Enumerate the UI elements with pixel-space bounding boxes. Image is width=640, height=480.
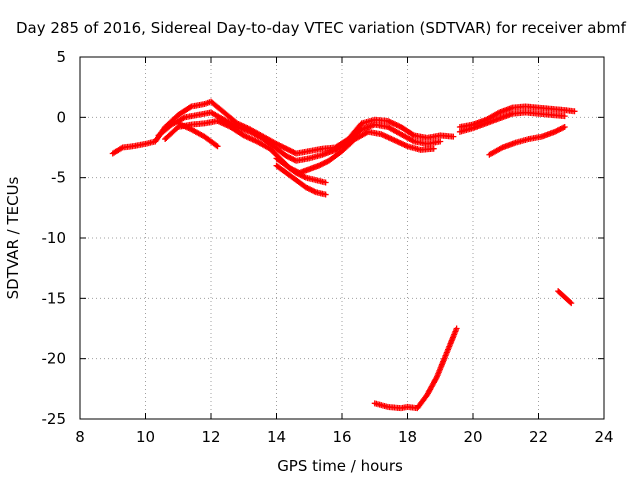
data-marker-trail [555,288,575,307]
data-marker-trail [456,103,578,130]
series-track-e [273,162,329,198]
x-tick-label: 12 [201,428,220,446]
series-track-j [371,325,460,412]
data-marker-trail [456,109,568,135]
data-marker-trail [273,155,329,186]
x-tick-label: 18 [398,428,417,446]
series-track-k [555,288,575,307]
plot-frame [79,56,605,420]
chart-title: Day 285 of 2016, Sidereal Day-to-day VTE… [16,19,627,37]
x-tick-label: 20 [463,428,482,446]
x-tick-label: 16 [332,428,351,446]
data-marker-trail [273,162,329,198]
data-points [109,98,578,412]
y-tick-label: -20 [42,350,67,368]
series-track-b [155,109,444,164]
x-axis-label: GPS time / hours [277,457,403,475]
x-tick-label: 8 [75,428,85,446]
series-track-i [486,123,568,158]
series-track-h [456,109,568,135]
series-track-f [273,155,329,186]
axis-ticks: 8 10 12 14 16 18 20 22 24 5 0 -5 -10 -15 -20 -25 [42,48,614,446]
data-marker-trail [486,123,568,158]
series-track-d [175,120,221,150]
y-axis-label: SDTVAR / TECUs [4,176,22,299]
x-tick-label: 14 [267,428,286,446]
data-marker-trail [371,325,460,412]
data-marker-trail [155,109,444,164]
grid [80,57,604,419]
y-tick-label: -25 [42,410,67,428]
y-tick-label: 0 [56,108,66,126]
series-track-g [456,103,578,130]
data-marker-trail [175,120,221,150]
x-tick-label: 22 [529,428,548,446]
y-tick-label: -5 [51,169,66,187]
x-tick-label: 24 [594,428,613,446]
y-tick-label: 5 [56,48,66,66]
x-tick-label: 10 [136,428,155,446]
y-tick-label: -10 [42,229,67,247]
y-tick-label: -15 [42,289,67,307]
